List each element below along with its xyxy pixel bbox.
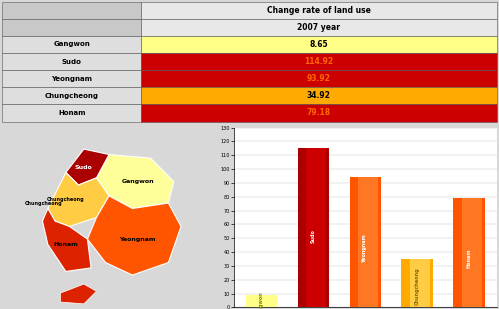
Text: Gangwon: Gangwon [53, 41, 90, 47]
Text: 34.92: 34.92 [307, 91, 331, 100]
Text: Yeongnam: Yeongnam [363, 235, 368, 263]
Text: Sudo: Sudo [75, 165, 93, 170]
Text: Change rate of land use: Change rate of land use [267, 6, 371, 15]
Text: Yeongnam: Yeongnam [120, 237, 156, 242]
Bar [141, 104, 497, 121]
Bar [462, 198, 482, 307]
Bar [141, 70, 497, 87]
Bar [349, 177, 381, 307]
Bar [141, 36, 497, 53]
Bar [2, 104, 141, 121]
Text: Sudo: Sudo [62, 58, 82, 65]
Polygon shape [87, 196, 181, 275]
Text: Chungcheong: Chungcheong [44, 93, 99, 99]
Bar [297, 148, 329, 307]
Text: 2007 year: 2007 year [297, 23, 340, 32]
Bar [2, 70, 141, 87]
Text: Chungcheong: Chungcheong [24, 201, 62, 205]
Bar [254, 295, 274, 307]
Text: Gangwon: Gangwon [258, 291, 263, 309]
Text: Honam: Honam [58, 110, 85, 116]
Text: Chungcheong: Chungcheong [47, 197, 85, 202]
Bar [454, 198, 485, 307]
Bar [141, 87, 497, 104]
Text: 8.65: 8.65 [309, 40, 328, 49]
Bar [2, 87, 141, 104]
Text: 93.92: 93.92 [307, 74, 331, 83]
Bar [410, 259, 430, 307]
Text: Honam: Honam [53, 242, 78, 247]
Polygon shape [48, 172, 109, 226]
Bar [306, 148, 326, 307]
Text: Gangwon: Gangwon [122, 179, 154, 184]
Bar [141, 19, 497, 36]
Text: 79.18: 79.18 [306, 108, 331, 117]
Polygon shape [66, 149, 109, 185]
Bar [2, 19, 141, 36]
Text: Sudo: Sudo [311, 229, 316, 243]
Bar [358, 177, 378, 307]
Bar [141, 2, 497, 19]
Text: 114.92: 114.92 [304, 57, 333, 66]
Bar [2, 2, 141, 19]
Polygon shape [42, 209, 91, 272]
Bar [141, 53, 497, 70]
Bar [246, 295, 277, 307]
Text: Honam: Honam [467, 248, 472, 268]
Polygon shape [60, 284, 96, 304]
Polygon shape [96, 154, 174, 209]
Text: Yeongnam: Yeongnam [51, 76, 92, 82]
Text: Chungcheong: Chungcheong [415, 267, 420, 304]
Bar [2, 53, 141, 70]
Bar [402, 259, 433, 307]
Bar [2, 36, 141, 53]
